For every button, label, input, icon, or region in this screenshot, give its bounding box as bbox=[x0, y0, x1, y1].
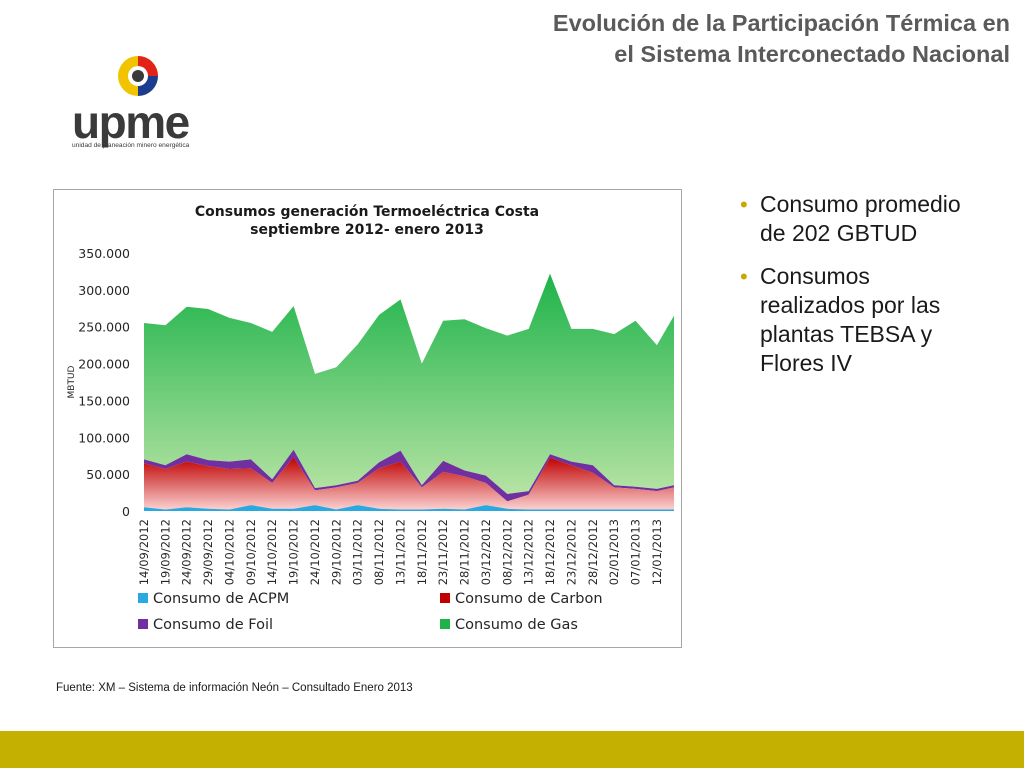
chart-title: Consumos generación Termoeléctrica Costa bbox=[195, 204, 539, 220]
x-tick-label: 13/12/2012 bbox=[522, 519, 536, 585]
x-tick-label: 14/10/2012 bbox=[265, 519, 279, 585]
legend-swatch-foil bbox=[138, 619, 148, 629]
x-tick-label: 19/10/2012 bbox=[287, 519, 301, 585]
x-tick-label: 23/12/2012 bbox=[564, 519, 578, 585]
x-tick-label: 29/09/2012 bbox=[201, 519, 215, 585]
y-axis-label: MBTUD bbox=[67, 365, 77, 398]
x-tick-label: 24/09/2012 bbox=[180, 519, 194, 585]
x-tick-label: 13/11/2012 bbox=[393, 519, 407, 585]
chart-subtitle: septiembre 2012- enero 2013 bbox=[250, 222, 484, 238]
bullet-dot-icon: • bbox=[740, 264, 748, 289]
x-tick-label: 18/11/2012 bbox=[415, 519, 429, 585]
x-tick-label: 09/10/2012 bbox=[244, 519, 258, 585]
y-tick-label: 50.000 bbox=[86, 467, 130, 482]
series-area-gas bbox=[144, 273, 674, 494]
bullet-item: • Consumos realizados por las plantas TE… bbox=[740, 262, 980, 378]
x-tick-label: 24/10/2012 bbox=[308, 519, 322, 585]
x-tick-label: 12/01/2013 bbox=[650, 519, 664, 585]
series-area-carbon bbox=[144, 457, 674, 510]
bullet-text: Consumo promedio de 202 GBTUD bbox=[760, 191, 961, 246]
x-tick-label: 28/11/2012 bbox=[458, 519, 472, 585]
x-tick-label: 03/12/2012 bbox=[479, 519, 493, 585]
legend-swatch-carbon bbox=[440, 593, 450, 603]
upme-logo: upme unidad de planeación minero energét… bbox=[66, 52, 216, 152]
x-tick-label: 08/12/2012 bbox=[500, 519, 514, 585]
y-tick-label: 300.000 bbox=[78, 283, 130, 298]
legend-swatch-gas bbox=[440, 619, 450, 629]
x-tick-label: 14/09/2012 bbox=[137, 519, 151, 585]
y-tick-label: 100.000 bbox=[78, 430, 130, 445]
bullet-text: Consumos realizados por las plantas TEBS… bbox=[760, 263, 941, 376]
footer-band bbox=[0, 731, 1024, 768]
legend-label-carbon: Consumo de Carbon bbox=[455, 591, 603, 607]
slide-title-line1: Evolución de la Participación Térmica en bbox=[552, 10, 1010, 36]
legend-swatch-acpm bbox=[138, 593, 148, 603]
logo-wordmark: upme bbox=[72, 96, 190, 148]
source-note: Fuente: XM – Sistema de información Neón… bbox=[56, 682, 413, 694]
x-tick-label: 02/01/2013 bbox=[607, 519, 621, 585]
bullet-list: • Consumo promedio de 202 GBTUD • Consum… bbox=[740, 190, 980, 392]
x-tick-label: 03/11/2012 bbox=[351, 519, 365, 585]
legend-label-foil: Consumo de Foil bbox=[153, 617, 273, 633]
x-tick-label: 29/10/2012 bbox=[329, 519, 343, 585]
legend-label-gas: Consumo de Gas bbox=[455, 617, 578, 633]
y-tick-label: 150.000 bbox=[78, 393, 130, 408]
bullet-item: • Consumo promedio de 202 GBTUD bbox=[740, 190, 980, 248]
x-tick-label: 04/10/2012 bbox=[222, 519, 236, 585]
bullet-dot-icon: • bbox=[740, 192, 748, 217]
x-tick-label: 07/01/2013 bbox=[629, 519, 643, 585]
x-tick-label: 19/09/2012 bbox=[158, 519, 172, 585]
area-chart: Consumos generación Termoeléctrica Costa… bbox=[67, 204, 674, 633]
x-tick-label: 08/11/2012 bbox=[372, 519, 386, 585]
y-tick-label: 200.000 bbox=[78, 357, 130, 372]
upme-logo-mark bbox=[118, 56, 158, 96]
chart-panel: Consumos generación Termoeléctrica Costa… bbox=[53, 189, 682, 648]
x-tick-label: 28/12/2012 bbox=[586, 519, 600, 585]
series-area-acpm bbox=[144, 505, 674, 511]
y-tick-label: 250.000 bbox=[78, 320, 130, 335]
logo-tagline: unidad de planeación minero energética bbox=[72, 142, 190, 149]
y-tick-label: 0 bbox=[122, 504, 130, 519]
x-tick-label: 18/12/2012 bbox=[543, 519, 557, 585]
x-tick-label: 23/11/2012 bbox=[436, 519, 450, 585]
slide-title-line2: el Sistema Interconectado Nacional bbox=[614, 41, 1010, 67]
y-tick-label: 350.000 bbox=[78, 246, 130, 261]
legend-label-acpm: Consumo de ACPM bbox=[153, 591, 289, 607]
slide-title: Evolución de la Participación Térmica en… bbox=[450, 8, 1010, 70]
